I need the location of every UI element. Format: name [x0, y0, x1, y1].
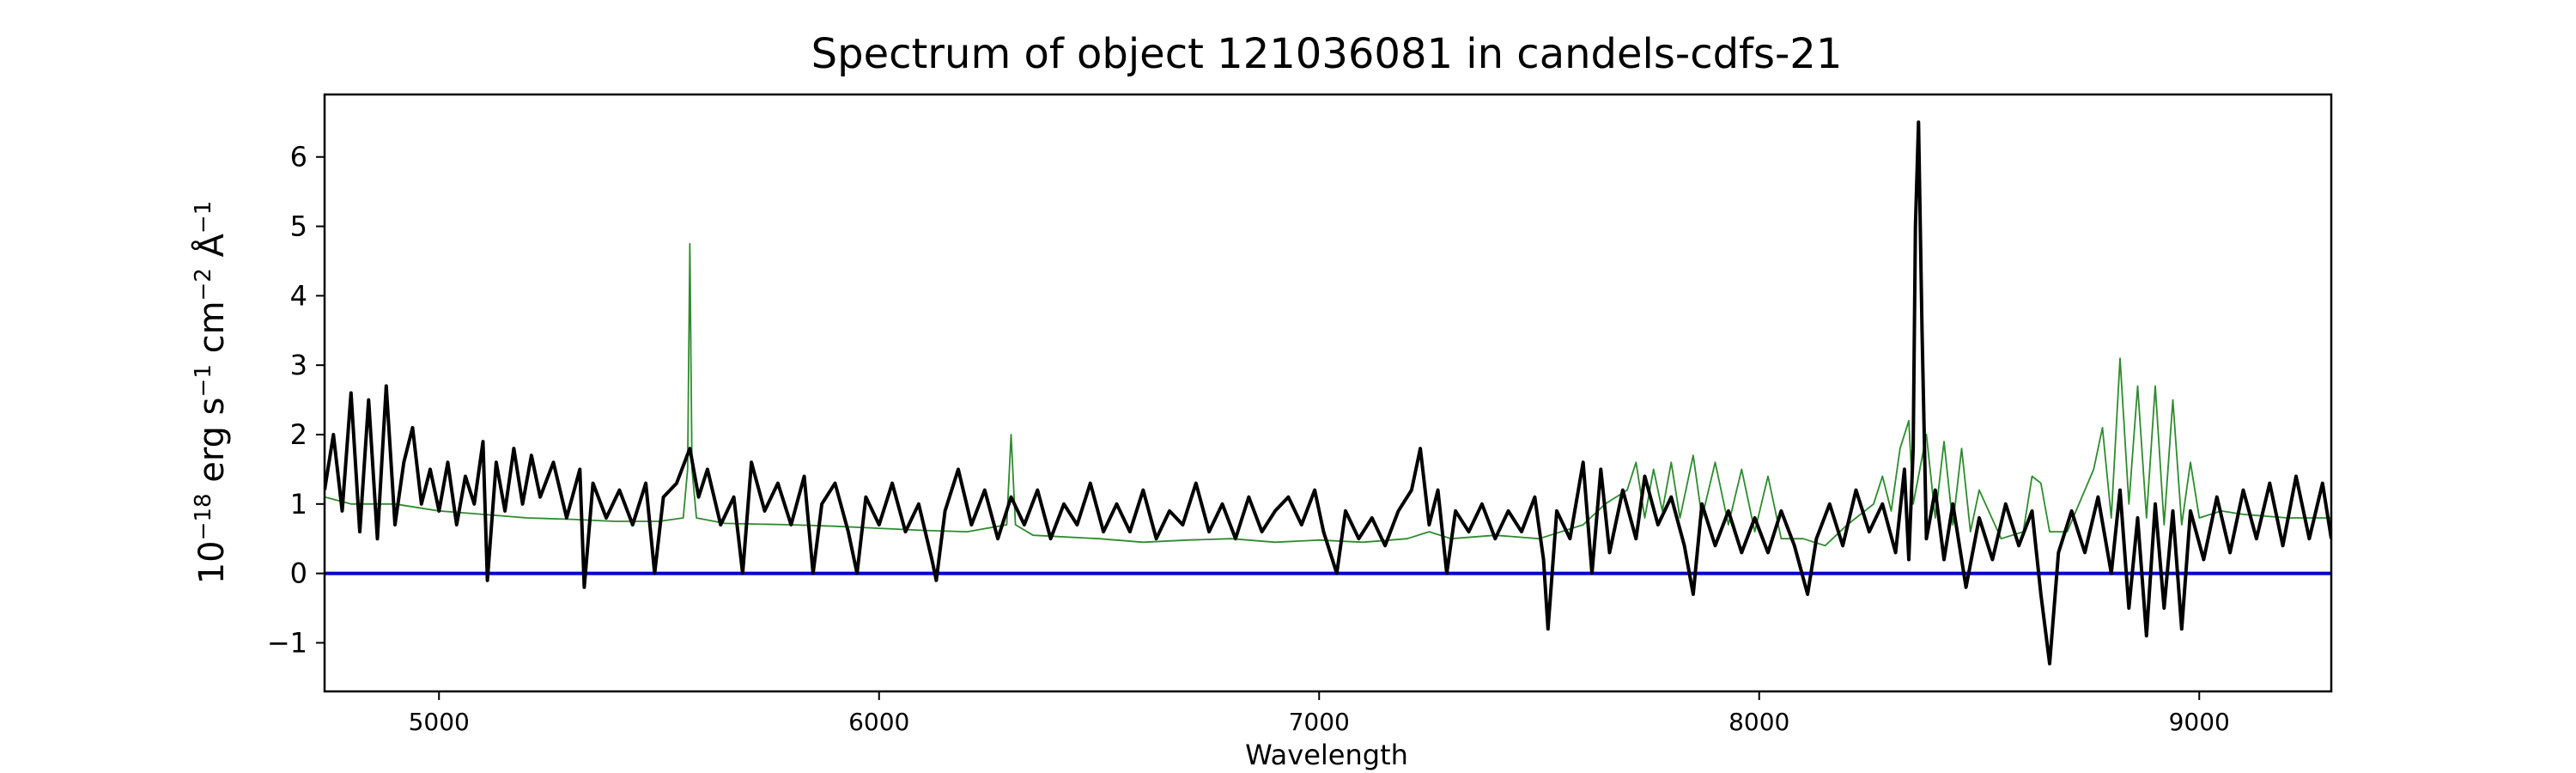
x-tick-label: 5000: [409, 708, 470, 736]
y-tick-label: 1: [290, 488, 307, 520]
model-line: [325, 242, 2331, 547]
x-axis-label: Wavelength: [1245, 739, 1408, 771]
y-tick-label: −1: [267, 626, 307, 659]
x-axis: 5000 6000 7000 8000 9000: [409, 691, 2230, 736]
series-layer: [325, 120, 2331, 666]
x-tick-label: 9000: [2169, 708, 2230, 736]
ylabel-exp2: −1: [191, 364, 216, 397]
plot-area: [323, 93, 2333, 693]
x-tick-label: 7000: [1289, 708, 1350, 736]
y-tick-label: 6: [290, 141, 307, 173]
y-axis-label: 10−18 erg s−1 cm−2 Å−1: [191, 201, 232, 585]
y-axis: −1 0 1 2 3 4 5 6: [267, 141, 325, 659]
y-tick-label: 3: [290, 349, 307, 381]
ylabel-exp1: −18: [191, 493, 216, 540]
y-tick-label: 5: [290, 210, 307, 243]
ylabel-exp3: −2: [191, 268, 216, 301]
spectrum-line: [325, 120, 2331, 666]
x-tick-label: 6000: [848, 708, 909, 736]
ylabel-cm: cm: [192, 301, 232, 364]
ylabel-base: 10: [192, 540, 232, 584]
ylabel-ang: Å: [191, 233, 232, 268]
plot-frame: [323, 93, 2333, 693]
y-tick-label: 2: [290, 418, 307, 451]
y-tick-label: 4: [290, 279, 307, 312]
x-tick-label: 8000: [1728, 708, 1789, 736]
y-tick-label: 0: [290, 557, 307, 590]
chart-title: Spectrum of object 121036081 in candels-…: [811, 30, 1843, 78]
ylabel-erg: erg s: [192, 397, 232, 493]
ylabel-exp4: −1: [191, 201, 216, 234]
